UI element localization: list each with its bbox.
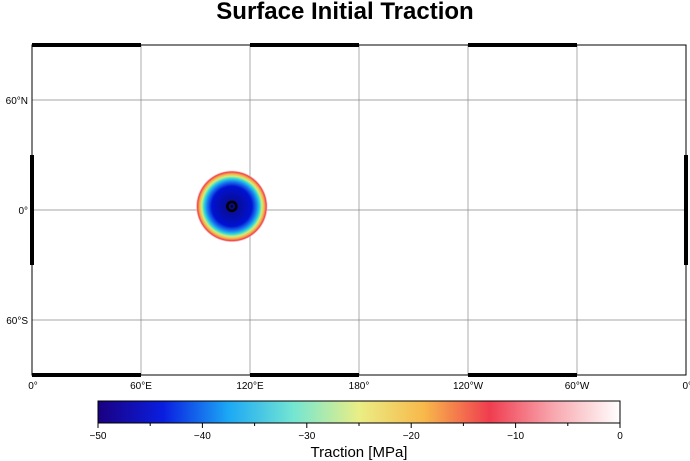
- plot-title: Surface Initial Traction: [216, 0, 474, 25]
- x-axis-labels: 0° 60°E 120°E 180° 120°W 60°W 0°: [28, 381, 690, 392]
- y-axis-labels: 60°S 0° 60°N: [6, 96, 29, 327]
- colorbar-tick-label: −10: [507, 431, 524, 442]
- y-axis-label: 60°S: [6, 316, 28, 327]
- colorbar-tick-label: −40: [194, 431, 211, 442]
- x-axis-label: 60°E: [130, 381, 152, 392]
- colorbar-tick-label: −20: [403, 431, 420, 442]
- x-axis-label: 120°W: [453, 381, 484, 392]
- colorbar-tick-label: −30: [298, 431, 315, 442]
- y-axis-label: 60°N: [6, 96, 28, 107]
- map-frame-ticks: [30, 43, 688, 377]
- x-axis-label: 0°: [682, 381, 690, 392]
- x-axis-label: 180°: [349, 381, 370, 392]
- source-marker-icon: [226, 200, 238, 213]
- x-axis-label: 0°: [28, 381, 38, 392]
- x-axis-label: 120°E: [236, 381, 264, 392]
- colorbar-tick-label: −50: [90, 431, 107, 442]
- colorbar: [97, 400, 621, 424]
- y-axis-label: 0°: [18, 206, 28, 217]
- colorbar-label: Traction [MPa]: [311, 444, 408, 461]
- colorbar-tick-label: 0: [617, 431, 623, 442]
- source-marker-dot-icon: [230, 205, 234, 208]
- colorbar-ticks: −50 −40 −30 −20 −10 0: [90, 423, 623, 442]
- x-axis-label: 60°W: [565, 381, 590, 392]
